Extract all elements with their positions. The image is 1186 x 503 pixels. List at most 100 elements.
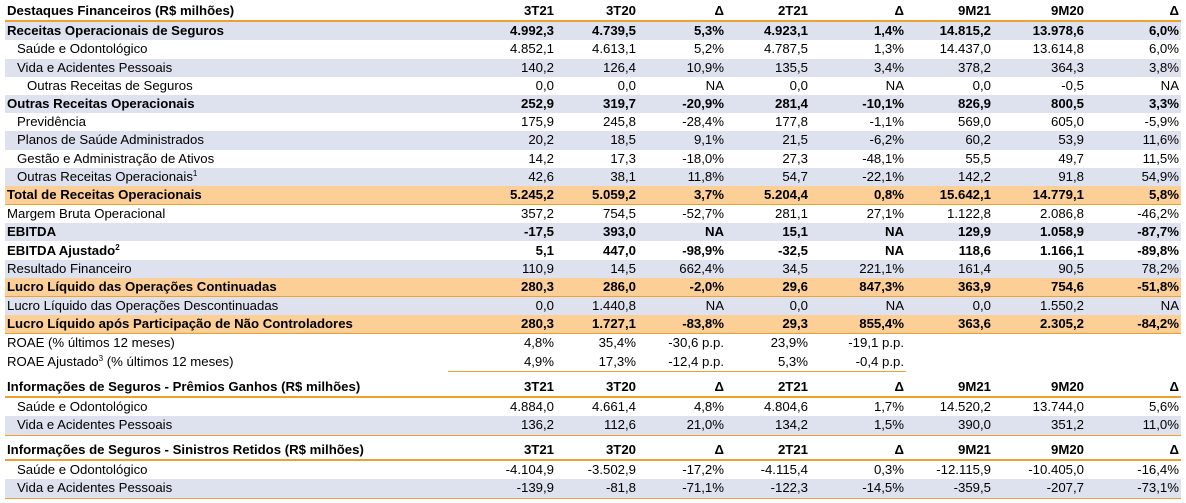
table-cell: 5,6%: [1148, 399, 1179, 415]
table-cell: 54,7: [726, 167, 810, 186]
row-label-text: Previdência: [17, 114, 86, 130]
row-label: Lucro Líquido após Participação de Não C…: [5, 315, 448, 335]
column-header: 3T20: [556, 441, 638, 462]
column-header: 9M21: [906, 2, 993, 23]
column-header: Δ: [638, 2, 726, 23]
table-cell: 21,0%: [638, 416, 726, 436]
table-cell: 0,0: [906, 296, 993, 316]
table-cell: 0,0: [789, 77, 808, 93]
table-cell: 11,0%: [1086, 416, 1181, 436]
table-cell: 0,0: [448, 296, 556, 316]
row-label-text: EBITDA: [7, 224, 57, 240]
row-label-text: Vida e Acidentes Pessoais: [17, 480, 173, 496]
table-cell: 5,8%: [1086, 185, 1181, 206]
table-cell: 4.661,4: [592, 399, 636, 415]
table-cell: 35,4%: [598, 335, 636, 351]
table-cell: 364,3: [993, 58, 1086, 77]
table-cell: -18,0%: [682, 150, 724, 166]
table-cell: 118,6: [958, 242, 991, 258]
table-cell: 281,1: [774, 206, 808, 222]
table-cell: 55,5: [965, 150, 991, 166]
table-cell: 1.727,1: [556, 315, 638, 335]
row-label-text: Outras Receitas Operacionais: [17, 168, 193, 184]
table-cell: 281,4: [726, 94, 810, 114]
table-cell: 17,3: [610, 150, 636, 166]
table-cell: -32,5: [777, 242, 808, 258]
table-cell: -17,5: [448, 223, 556, 242]
table-cell: NA: [638, 223, 726, 242]
column-header: 9M21: [906, 441, 993, 462]
table-cell: -51,8%: [1086, 277, 1181, 297]
table-cell: 78,2%: [1086, 259, 1181, 278]
row-label-text: Vida e Acidentes Pessoais: [17, 59, 173, 75]
table-cell: 5,3%: [638, 21, 726, 41]
row-label: Outras Receitas Operacionais1: [5, 167, 448, 186]
table-cell: NA: [810, 296, 906, 316]
table-cell: 110,9: [448, 259, 556, 278]
empty-cell: [906, 334, 993, 353]
table-row: Gestão e Administração de Ativos 14,2 17,3…: [5, 150, 1181, 168]
table-cell: NA: [884, 242, 904, 258]
table-cell: 0,3%: [873, 462, 904, 478]
column-header: 9M21: [906, 378, 993, 399]
table-cell: 53,9: [993, 131, 1086, 150]
table-cell: 4.787,5: [764, 41, 808, 57]
table-cell: 1,5%: [810, 416, 906, 436]
column-header: 9M20: [993, 2, 1086, 23]
table-row: Saúde e Odontológico 4.852,1 4.613,1 5,2% 4.…: [5, 40, 1181, 58]
table-cell: 800,5: [993, 94, 1086, 114]
table-row: Saúde e Odontológico -4.104,9 -3.502,9 -17,…: [5, 460, 1181, 479]
table-row: Lucro Líquido após Participação de Não C…: [5, 315, 1181, 335]
table-cell: 1.058,9: [993, 223, 1086, 242]
table-cell: 286,0: [556, 277, 638, 297]
table-row: EBITDA -17,5 393,0 NA 15,1 NA 129,9 1.058,9 -87,…: [5, 223, 1181, 242]
table-cell: 54,9%: [1086, 167, 1181, 186]
table-cell: 1.122,8: [947, 206, 991, 222]
table-cell: -1,1%: [869, 114, 904, 130]
table-cell: 136,2: [448, 416, 556, 436]
table-cell: 4,8%: [693, 399, 724, 415]
table-cell: 49,7: [1058, 150, 1084, 166]
table-cell: 3,4%: [810, 58, 906, 77]
table-header-row: Destaques Financeiros (R$ milhões) 3T21 3T…: [5, 2, 1181, 23]
table-cell: 363,6: [906, 315, 993, 335]
table-cell: -84,2%: [1086, 315, 1181, 335]
row-label-text: Lucro Líquido das Operações Descontinuad…: [7, 298, 279, 314]
table-row: Vida e Acidentes Pessoais 140,2 126,4 10,9%…: [5, 58, 1181, 77]
row-label-text: Vida e Acidentes Pessoais: [17, 417, 173, 433]
table-row: Lucro Líquido das Operações Continuadas 2…: [5, 277, 1181, 297]
row-label: Lucro Líquido das Operações Continuadas: [5, 277, 448, 297]
table-cell: 4.992,3: [448, 21, 556, 41]
table-cell: 855,4%: [810, 315, 906, 335]
table-cell: -10,1%: [810, 94, 906, 114]
footnote-marker: 3: [98, 353, 104, 363]
row-label-text: Planos de Saúde Administrados: [17, 132, 204, 148]
table-cell: -359,5: [906, 479, 993, 499]
table-cell: 5,3%: [726, 352, 810, 372]
table-cell: 4.884,0: [510, 399, 554, 415]
row-label-text: Outras Receitas de Seguros: [27, 77, 193, 93]
table-cell: 5.245,2: [448, 185, 556, 206]
row-label-text: Total de Receitas Operacionais: [7, 186, 202, 202]
table-cell: -19,1 p.p.: [848, 335, 904, 351]
table-cell: 18,5: [556, 131, 638, 150]
row-label-text: Saúde e Odontológico: [17, 462, 148, 478]
table-cell: 142,2: [906, 167, 993, 186]
table-cell: NA: [810, 223, 906, 242]
table-cell: 4.613,1: [592, 41, 636, 57]
column-header: 2T21: [726, 2, 810, 23]
table-cell: 280,3: [448, 315, 556, 335]
table-cell: -87,7%: [1086, 223, 1181, 242]
table-cell: -98,9%: [682, 242, 724, 258]
table-cell: 252,9: [448, 94, 556, 114]
column-header: Δ: [1086, 378, 1181, 399]
row-label-text: Receitas Operacionais de Seguros: [7, 23, 224, 39]
table-row: Previdência 175,9 245,8 -28,4% 177,8 -1,1% 569…: [5, 113, 1181, 131]
table-row: Margem Bruta Operacional 357,2 754,5 -52,7%…: [5, 205, 1181, 224]
table-cell: -46,2%: [1137, 206, 1179, 222]
table-cell: 14.779,1: [993, 185, 1086, 206]
premiums-earned-table: Informações de Seguros - Prêmios Ganhos …: [5, 378, 1181, 436]
column-header: Δ: [810, 2, 906, 23]
table-cell: 1,7%: [873, 399, 904, 415]
table-cell: 14,5: [556, 259, 638, 278]
